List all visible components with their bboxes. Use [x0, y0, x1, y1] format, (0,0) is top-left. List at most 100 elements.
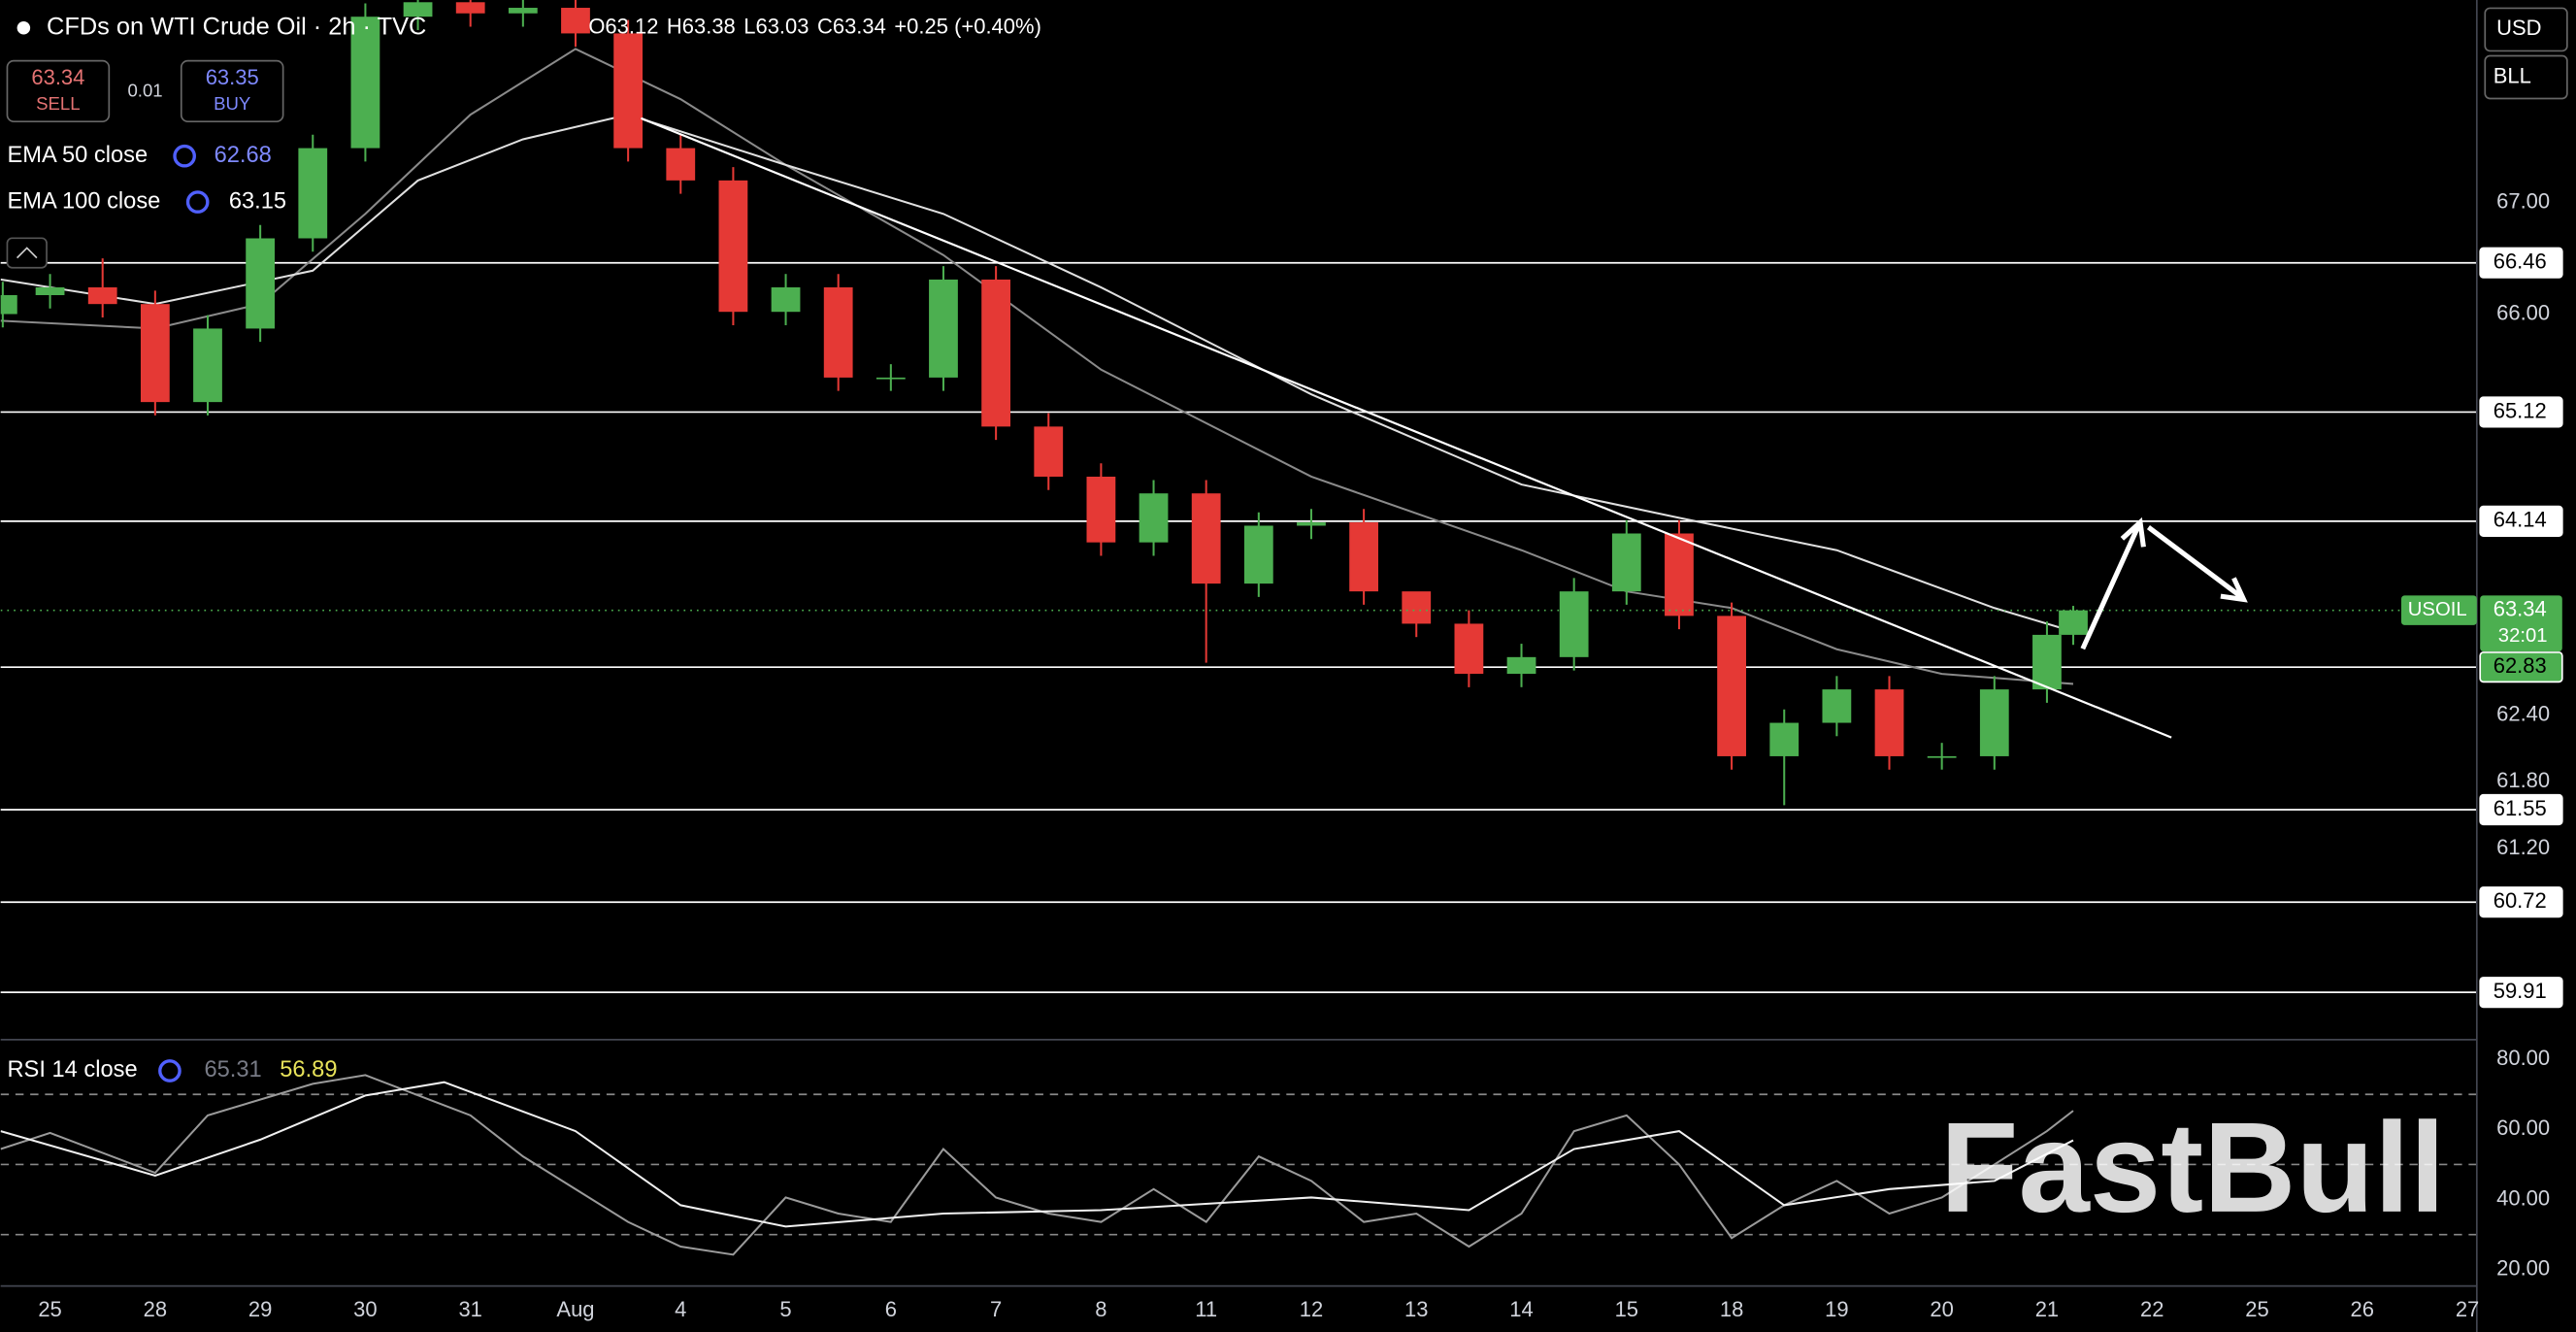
- buy-label: BUY: [214, 93, 250, 114]
- candle-body: [350, 17, 380, 149]
- rsi-value: 65.31: [204, 1057, 261, 1082]
- indicator-value: 62.68: [215, 143, 272, 168]
- symbol-icon: [17, 20, 31, 35]
- candle-body: [718, 180, 748, 313]
- candle-body: [1927, 755, 1957, 758]
- candle-body: [1979, 689, 2009, 756]
- x-tick-label: 4: [675, 1297, 686, 1321]
- last-price-box: [2480, 595, 2562, 651]
- candle-body: [1665, 533, 1694, 616]
- rsi-title: RSI 14 close: [7, 1057, 137, 1082]
- currency: USD: [2496, 16, 2541, 40]
- indicator-settings-icon: [185, 190, 210, 214]
- rsi-tick-label: 40.00: [2496, 1185, 2550, 1210]
- level-label: 64.14: [2493, 508, 2547, 532]
- y-tick-label: 61.20: [2496, 835, 2550, 859]
- candle-body: [823, 286, 853, 378]
- x-tick-label: 25: [2245, 1297, 2268, 1321]
- level-label: 61.55: [2493, 796, 2547, 820]
- candle-body: [403, 2, 433, 17]
- level-label: 65.12: [2493, 398, 2547, 422]
- rsi-tick-label: 20.00: [2496, 1256, 2550, 1281]
- sell-price: 63.34: [31, 65, 84, 89]
- candle-body: [981, 279, 1011, 427]
- level-label-box: [2479, 505, 2563, 537]
- indicator-name: EMA 100 close: [7, 188, 160, 214]
- candle-body: [875, 377, 906, 380]
- indicator-settings-icon: [173, 144, 196, 168]
- level-label-box: [2479, 886, 2563, 918]
- level-label: 66.46: [2493, 250, 2547, 274]
- x-tick-label: 7: [990, 1297, 1002, 1321]
- candle-body: [1191, 493, 1221, 584]
- buy-price: 63.35: [206, 65, 259, 89]
- candle-body: [1822, 689, 1852, 723]
- x-tick-label: 27: [2456, 1297, 2479, 1321]
- candle-body: [1769, 722, 1800, 756]
- y-tick-label: 67.00: [2496, 189, 2550, 214]
- buy-button[interactable]: [180, 59, 284, 123]
- low: L63.03: [743, 15, 809, 39]
- x-tick-label: 15: [1615, 1297, 1638, 1321]
- unit: BLL: [2493, 63, 2531, 87]
- rsi-value: 56.89: [280, 1057, 337, 1082]
- candle-body: [35, 286, 65, 296]
- spread: 0.01: [127, 81, 162, 101]
- y-tick-label: 66.00: [2496, 300, 2550, 324]
- x-tick-label: Aug: [556, 1297, 594, 1321]
- candle-body: [1349, 522, 1378, 592]
- level-label-box: [2479, 396, 2563, 428]
- level-label: 59.91: [2493, 979, 2547, 1003]
- collapse-icon: [16, 247, 38, 259]
- open: O63.12: [588, 15, 658, 39]
- indicator-value: 63.15: [229, 188, 286, 214]
- level-label-box: [2479, 247, 2563, 279]
- unit-button[interactable]: [2484, 54, 2568, 100]
- rsi-settings-icon: [158, 1059, 182, 1082]
- last-price: 63.34: [2493, 596, 2547, 620]
- candle-body: [1717, 616, 1746, 756]
- candle-body: [929, 279, 958, 378]
- x-tick-label: 5: [779, 1297, 791, 1321]
- symbol-label-box: [2400, 595, 2477, 625]
- x-tick-label: 11: [1195, 1297, 1217, 1321]
- candle-body: [613, 33, 644, 149]
- candle-body: [1611, 533, 1641, 592]
- candle-body: [246, 238, 276, 329]
- y-tick-label: 62.40: [2496, 701, 2550, 725]
- currency-button[interactable]: [2484, 7, 2568, 52]
- candle-body: [1297, 522, 1326, 526]
- candle-body: [1139, 493, 1169, 543]
- x-tick-label: 22: [2140, 1297, 2163, 1321]
- x-tick-label: 6: [885, 1297, 897, 1321]
- symbol-label: USOIL: [2408, 599, 2467, 620]
- candle-body: [2059, 610, 2088, 635]
- level-label: 60.72: [2493, 888, 2547, 913]
- level-label-box: [2479, 977, 2563, 1009]
- indicator-line: [0, 1081, 2074, 1228]
- candle-body: [1034, 426, 1064, 477]
- change: +0.25 (+0.40%): [894, 15, 1041, 39]
- candle-body: [193, 328, 222, 403]
- x-tick-label: 25: [38, 1297, 61, 1321]
- level-label-box: [2479, 651, 2563, 683]
- candle-body: [87, 286, 117, 305]
- candle-body: [1243, 525, 1273, 584]
- x-tick-label: 31: [458, 1297, 481, 1321]
- rsi-tick-label: 60.00: [2496, 1116, 2550, 1140]
- collapse-button[interactable]: [6, 237, 48, 269]
- ohlc-readout: O63.12 H63.38 L63.03 C63.34 +0.25 (+0.40%): [588, 15, 1041, 39]
- candle-body: [1506, 656, 1536, 675]
- x-tick-label: 12: [1300, 1297, 1323, 1321]
- x-tick-label: 28: [144, 1297, 167, 1321]
- candle-body: [1086, 476, 1116, 543]
- sell-button[interactable]: [6, 59, 111, 123]
- up-arrow: [2080, 516, 2146, 650]
- candle-body: [1559, 591, 1589, 657]
- candle-body: [771, 286, 801, 313]
- close: C63.34: [817, 15, 886, 39]
- bar-countdown: 32:01: [2498, 625, 2548, 647]
- chart-title: CFDs on WTI Crude Oil · 2h · TVC: [47, 13, 426, 40]
- high: H63.38: [667, 15, 736, 39]
